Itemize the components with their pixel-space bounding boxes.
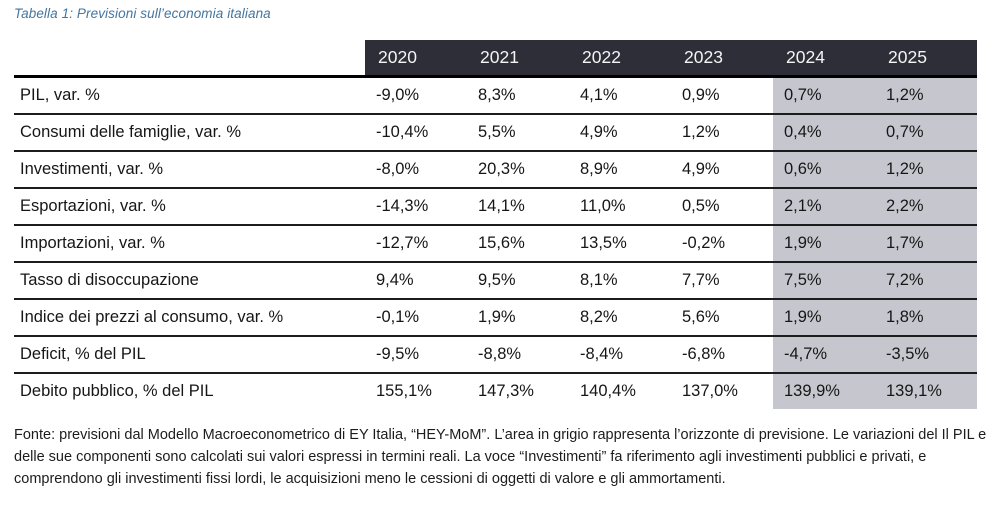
value-cell-forecast: 1,2%: [875, 76, 977, 114]
table-caption: Tabella 1: Previsioni sull’economia ital…: [14, 6, 271, 21]
table-row-importazioni: Importazioni, var. % -12,7% 15,6% 13,5% …: [14, 224, 977, 262]
value-cell: 15,6%: [467, 224, 569, 262]
table-row-disoccupazione: Tasso di disoccupazione 9,4% 9,5% 8,1% 7…: [14, 261, 977, 299]
value-cell-forecast: 1,8%: [875, 298, 977, 336]
value-cell: 8,9%: [569, 150, 671, 188]
value-cell: 1,2%: [671, 113, 773, 151]
table-row-consumi: Consumi delle famiglie, var. % -10,4% 5,…: [14, 113, 977, 151]
value-cell: -10,4%: [365, 113, 467, 151]
value-cell: -6,8%: [671, 335, 773, 373]
value-cell-forecast: 0,4%: [773, 113, 875, 151]
value-cell: -8,8%: [467, 335, 569, 373]
header-year-2025: 2025: [875, 40, 977, 78]
table-row-debito: Debito pubblico, % del PIL 155,1% 147,3%…: [14, 372, 977, 409]
value-cell: 13,5%: [569, 224, 671, 262]
value-cell: 5,6%: [671, 298, 773, 336]
value-cell: 147,3%: [467, 372, 569, 409]
value-cell-forecast: 0,6%: [773, 150, 875, 188]
row-label: Tasso di disoccupazione: [14, 261, 365, 299]
header-year-2020: 2020: [365, 40, 467, 78]
value-cell: 11,0%: [569, 187, 671, 225]
row-label: Debito pubblico, % del PIL: [14, 372, 365, 409]
row-label: Consumi delle famiglie, var. %: [14, 113, 365, 151]
value-cell: -8,0%: [365, 150, 467, 188]
value-cell-forecast: 139,9%: [773, 372, 875, 409]
value-cell: 140,4%: [569, 372, 671, 409]
value-cell: -9,0%: [376, 86, 420, 104]
row-label: Esportazioni, var. %: [14, 187, 365, 225]
value-cell: -14,3%: [365, 187, 467, 225]
value-cell: 0,5%: [671, 187, 773, 225]
value-cell-forecast: 0,7%: [875, 113, 977, 151]
table-row-prezzi: Indice dei prezzi al consumo, var. % -0,…: [14, 298, 977, 336]
value-cell-forecast: 7,5%: [773, 261, 875, 299]
value-cell-forecast: 7,2%: [875, 261, 977, 299]
value-cell-forecast: 1,9%: [773, 298, 875, 336]
header-year-2021: 2021: [467, 40, 569, 78]
header-year-2024: 2024: [773, 40, 875, 78]
value-cell-forecast: -3,5%: [875, 335, 977, 373]
value-cell-forecast: 139,1%: [875, 372, 977, 409]
value-cell: 155,1%: [365, 372, 467, 409]
value-cell: -12,7%: [365, 224, 467, 262]
value-cell: 14,1%: [467, 187, 569, 225]
value-cell: 7,7%: [671, 261, 773, 299]
value-cell: -8,4%: [569, 335, 671, 373]
value-cell: 4,1%: [580, 86, 618, 104]
value-cell: -9,5%: [365, 335, 467, 373]
value-cell: 137,0%: [671, 372, 773, 409]
value-cell-forecast: 1,9%: [773, 224, 875, 262]
value-cell: 4,9%: [569, 113, 671, 151]
value-cell: 20,3%: [467, 150, 569, 188]
header-row: 2020 2021 2022 2023 2024 2025: [14, 40, 977, 78]
value-cell-forecast: 0,7%: [773, 76, 875, 114]
table-row-esportazioni: Esportazioni, var. % -14,3% 14,1% 11,0% …: [14, 187, 977, 225]
source-note: Fonte: previsioni dal Modello Macroecono…: [14, 427, 987, 487]
value-cell: 0,9%: [682, 86, 720, 104]
table-row-investimenti: Investimenti, var. % -8,0% 20,3% 8,9% 4,…: [14, 150, 977, 188]
value-cell-forecast: 2,1%: [773, 187, 875, 225]
row-label: PIL, var. %: [20, 86, 100, 104]
header-year-2022: 2022: [569, 40, 671, 78]
value-cell-forecast: 1,7%: [875, 224, 977, 262]
value-cell: -0,1%: [365, 298, 467, 336]
value-cell: 9,4%: [365, 261, 467, 299]
value-cell: 9,5%: [467, 261, 569, 299]
header-corner-cell: [14, 40, 365, 78]
value-cell-forecast: -4,7%: [773, 335, 875, 373]
header-year-2023: 2023: [671, 40, 773, 78]
row-label: Deficit, % del PIL: [14, 335, 365, 373]
row-label: Indice dei prezzi al consumo, var. %: [14, 298, 365, 336]
value-cell: 1,9%: [467, 298, 569, 336]
value-cell-forecast: 1,2%: [875, 150, 977, 188]
value-cell: 8,2%: [569, 298, 671, 336]
value-cell: 4,9%: [671, 150, 773, 188]
value-cell-forecast: 2,2%: [875, 187, 977, 225]
value-cell: 5,5%: [467, 113, 569, 151]
row-label: Importazioni, var. %: [14, 224, 365, 262]
value-cell: 8,3%: [478, 86, 516, 104]
table-row-pil: PIL, var. % -9,0% 8,3% 4,1% 0,9% 0,7% 1,…: [14, 76, 977, 114]
row-label: Investimenti, var. %: [14, 150, 365, 188]
value-cell: -0,2%: [671, 224, 773, 262]
forecast-table: 2020 2021 2022 2023 2024 2025 PIL, var. …: [14, 40, 977, 409]
table-row-deficit: Deficit, % del PIL -9,5% -8,8% -8,4% -6,…: [14, 335, 977, 373]
value-cell: 8,1%: [569, 261, 671, 299]
